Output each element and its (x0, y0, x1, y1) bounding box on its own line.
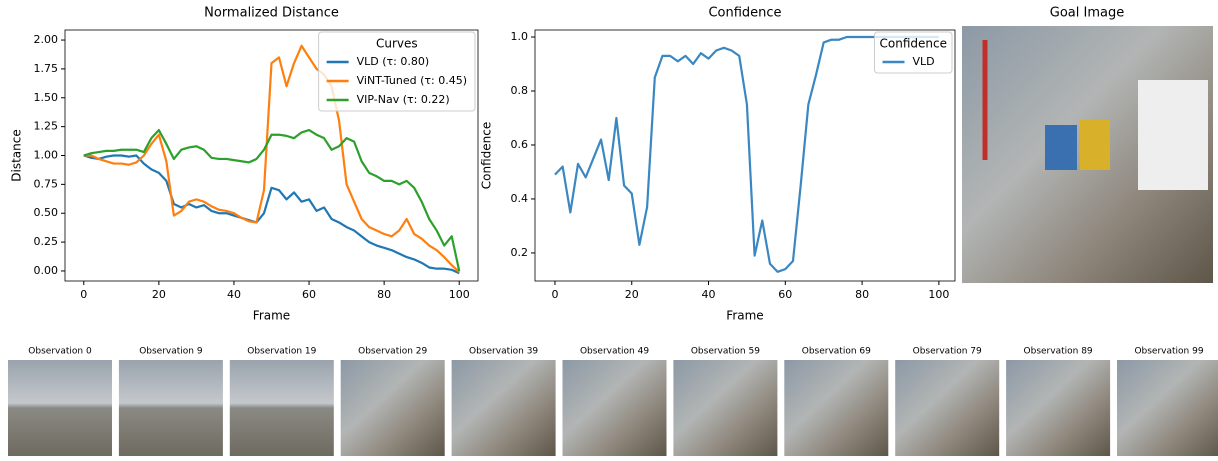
y-tick-label: 0.00 (34, 264, 59, 277)
y-tick-label: 1.25 (34, 120, 59, 133)
legend-label: VIP-Nav (τ: 0.22) (357, 93, 450, 106)
observation-label: Observation 79 (913, 347, 982, 357)
x-axis-label: Frame (726, 309, 763, 323)
observation-label: Observation 39 (469, 347, 538, 357)
goal-image-truck (1080, 120, 1110, 170)
observation-image (784, 360, 889, 456)
observation-label: Observation 49 (580, 347, 649, 357)
observation-label: Observation 89 (1024, 347, 1093, 357)
observation-label: Observation 99 (1134, 347, 1203, 357)
y-tick-label: 0.50 (34, 206, 59, 219)
x-tick-label: 80 (855, 288, 869, 301)
chart-title: Confidence (708, 6, 781, 21)
observation-label: Observation 69 (802, 347, 871, 357)
x-tick-label: 20 (625, 288, 639, 301)
y-tick-label: 1.50 (34, 91, 59, 104)
y-axis-label: Confidence (480, 122, 494, 189)
y-tick-label: 1.0 (511, 30, 529, 43)
x-tick-label: 80 (377, 288, 391, 301)
legend-title: Curves (376, 37, 418, 51)
y-tick-label: 0.2 (511, 246, 529, 259)
observation-image (229, 360, 334, 456)
legend: Curves VLD (τ: 0.80) ViNT-Tuned (τ: 0.45) V… (318, 31, 476, 112)
observation-label: Observation 9 (139, 347, 203, 357)
observation-image (1117, 360, 1218, 456)
legend-label: VLD (913, 55, 935, 68)
legend-box (318, 31, 476, 112)
y-tick-label: 1.00 (34, 149, 59, 162)
y-tick-label: 2.00 (34, 33, 59, 46)
y-tick-label: 0.4 (511, 192, 529, 205)
observation-label: Observation 0 (28, 347, 92, 357)
y-tick-label: 0.8 (511, 84, 529, 97)
observation-image (562, 360, 667, 456)
legend-label: ViNT-Tuned (τ: 0.45) (357, 74, 467, 87)
observation-image (8, 360, 112, 456)
x-axis-label: Frame (253, 309, 290, 323)
line (83, 154, 460, 275)
chart-title: Normalized Distance (204, 6, 339, 21)
observation-image (673, 360, 778, 456)
x-tick-label: 40 (702, 288, 716, 301)
x-tick-label: 100 (928, 288, 949, 301)
observation-label: Observation 29 (358, 347, 427, 357)
y-tick-label: 1.75 (34, 62, 59, 75)
goal-image-truck (1045, 125, 1077, 170)
legend-label: VLD (τ: 0.80) (357, 55, 430, 68)
x-tick-label: 60 (302, 288, 316, 301)
x-tick-label: 0 (80, 288, 87, 301)
observation-image (340, 360, 445, 456)
y-axis-label: Distance (10, 129, 24, 181)
goal-image-title: Goal Image (1050, 6, 1124, 21)
observation-image (1006, 360, 1111, 456)
legend: Confidence VLD (874, 31, 953, 74)
observation-image (895, 360, 1000, 456)
x-tick-label: 20 (152, 288, 166, 301)
y-tick-label: 0.6 (511, 138, 529, 151)
observation-image (451, 360, 556, 456)
y-tick-label: 0.75 (34, 177, 59, 190)
legend-title: Confidence (880, 37, 947, 51)
observation-label: Observation 59 (691, 347, 760, 357)
x-tick-label: 40 (227, 288, 241, 301)
goal-image-sign (1138, 80, 1208, 190)
x-tick-label: 0 (551, 288, 558, 301)
observation-image (118, 360, 223, 456)
plot-frame (534, 29, 956, 282)
observation-label: Observation 19 (247, 347, 316, 357)
plot-frame (64, 29, 479, 282)
line (83, 129, 461, 272)
x-tick-label: 60 (778, 288, 792, 301)
line (83, 44, 460, 273)
x-tick-label: 100 (449, 288, 470, 301)
y-tick-label: 0.25 (34, 235, 59, 248)
